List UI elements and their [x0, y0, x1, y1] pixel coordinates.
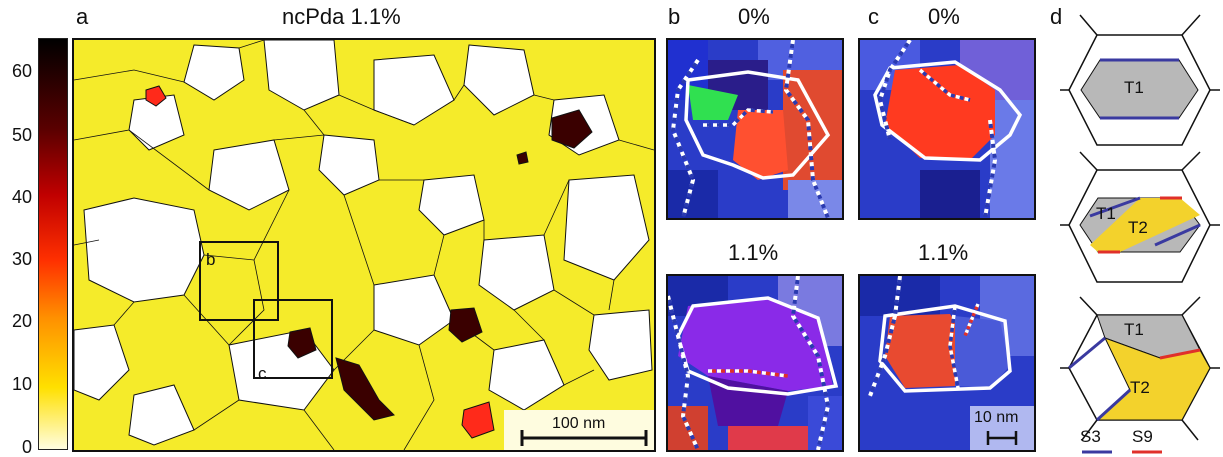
white-grain	[263, 40, 340, 111]
twin-label: T1	[1096, 204, 1116, 223]
panel-c-label: c	[868, 4, 879, 29]
white-grain	[128, 384, 195, 446]
hexagon-3	[1060, 296, 1220, 441]
twin-schematic	[1060, 14, 1220, 454]
panel-b-bottom-title: 1.1%	[728, 240, 779, 265]
white-grain	[488, 339, 565, 411]
red-grain	[145, 85, 167, 107]
grain-outline	[684, 70, 831, 180]
white-grain	[228, 329, 335, 411]
panel-a-title: ncPda 1.1%	[282, 4, 401, 29]
red-grain	[461, 401, 495, 439]
colorbar-tick: 40	[11, 187, 32, 207]
twin-label: T2	[1130, 378, 1150, 397]
panel-d-label: d	[1050, 4, 1063, 29]
scale-bar-label: 10 nm	[974, 409, 1019, 426]
colorbar-tick: 20	[11, 311, 32, 331]
white-grain	[563, 174, 650, 281]
inset-c-box	[253, 299, 333, 379]
scale-bar-backdrop	[504, 410, 654, 450]
white-grain	[373, 54, 455, 126]
legend-s3-label: S3	[1080, 427, 1101, 446]
panel-c-top-map	[858, 38, 1036, 220]
white-grain	[318, 134, 380, 196]
white-grain	[128, 94, 185, 151]
dark-grain	[516, 151, 529, 165]
panel-b-bottom-map	[666, 274, 844, 452]
inset-b-label: b	[206, 250, 216, 269]
white-grain	[373, 274, 455, 346]
colorbar-tick: 10	[11, 374, 32, 394]
colorbar	[38, 38, 68, 450]
white-grain	[83, 197, 205, 303]
grain-orientation-map: b c 100 nm	[72, 38, 656, 452]
scale-bar-label: 100 nm	[552, 415, 606, 432]
twin-label: T1	[1124, 78, 1144, 97]
colorbar-tick: 30	[11, 249, 32, 269]
panel-c-top-title: 0%	[928, 4, 960, 29]
dark-grain	[287, 327, 317, 359]
white-grain	[208, 139, 290, 211]
white-grain	[418, 174, 485, 236]
panel-b-top-title: 0%	[738, 4, 770, 29]
panel-c-bottom-title: 1.1%	[918, 240, 969, 265]
inset-c-label: c	[258, 364, 267, 383]
white-grain	[183, 44, 245, 101]
white-grain	[463, 44, 535, 116]
dashed-boundary	[783, 40, 830, 218]
panel-a-label: a	[76, 4, 89, 29]
white-grain	[588, 309, 653, 381]
high-misorientation-grains	[145, 85, 593, 439]
panel-b-top-map	[666, 38, 844, 220]
twin-label: T2	[1128, 218, 1148, 237]
colorbar-tick: 60	[11, 61, 32, 81]
panel-c-bottom-map: 10 nm	[858, 274, 1036, 452]
legend-s9-label: S9	[1132, 427, 1153, 446]
grain-outline	[878, 304, 1012, 393]
colorbar-tick: 0	[21, 437, 32, 457]
panel-b-label: b	[668, 4, 681, 29]
twin-label: T1	[1124, 320, 1144, 339]
dark-grain	[551, 109, 593, 149]
dark-grain	[448, 307, 483, 343]
inset-b-box	[199, 241, 279, 321]
dark-grain	[335, 357, 395, 421]
hexagon-2	[1060, 151, 1220, 283]
colorbar-tick: 50	[11, 125, 32, 145]
white-grain	[478, 234, 555, 311]
hexagon-1	[1060, 14, 1220, 146]
white-grain	[74, 324, 130, 401]
